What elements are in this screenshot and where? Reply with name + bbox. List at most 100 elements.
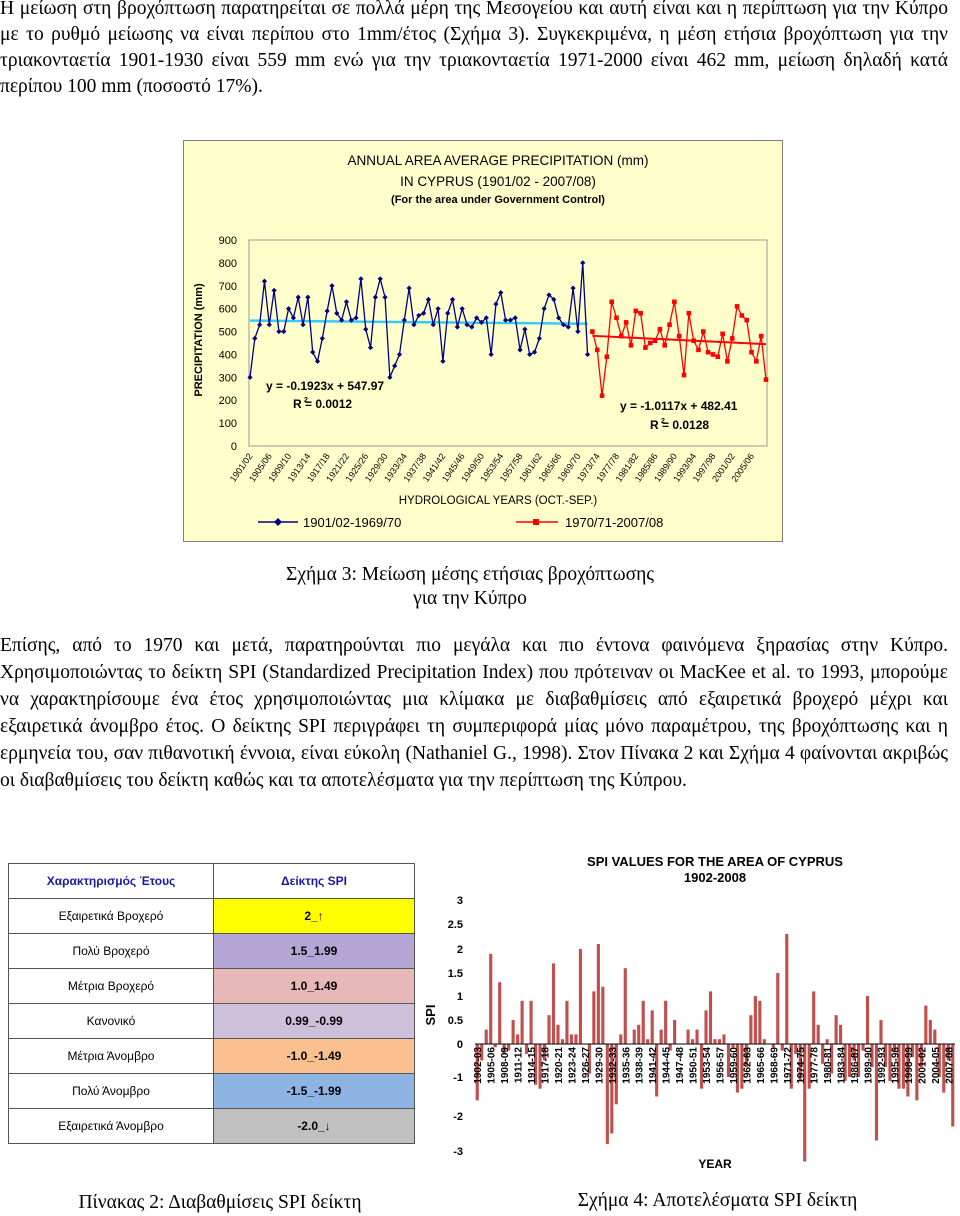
spi-bar xyxy=(659,1029,663,1044)
spi-bar xyxy=(538,1044,542,1089)
spi-bar xyxy=(511,1020,515,1044)
data-point xyxy=(705,349,711,355)
data-point xyxy=(556,315,562,321)
data-point xyxy=(657,326,663,332)
spi-x-tick-label: 1947-48 xyxy=(675,1047,686,1084)
spi-bar xyxy=(565,1000,569,1044)
data-point xyxy=(454,324,460,330)
spi-y-tick-label: 3 xyxy=(457,895,463,907)
data-point xyxy=(421,310,427,316)
spi-bar xyxy=(623,968,627,1044)
data-point xyxy=(609,299,614,305)
spi-x-tick-label: 1962-63 xyxy=(742,1047,753,1084)
spi-bar xyxy=(870,1044,874,1068)
plot-area xyxy=(248,239,768,447)
spi-bar xyxy=(691,1039,695,1044)
data-point xyxy=(614,315,619,321)
series-1970-2008 xyxy=(590,299,769,398)
spi-class-label: Εξαιρετικά Άνομβρο xyxy=(8,1108,214,1144)
spi-bar xyxy=(830,1044,834,1074)
spi-bar xyxy=(906,1044,910,1097)
spi-bar xyxy=(901,1044,905,1089)
trend2-r2: R = 0.0128 xyxy=(650,418,709,432)
data-point xyxy=(387,374,393,380)
spi-bar xyxy=(520,1000,524,1044)
data-point xyxy=(594,347,600,353)
data-point xyxy=(488,351,494,358)
spi-bar xyxy=(614,1044,618,1105)
spi-bar xyxy=(560,1039,565,1044)
spi-bar xyxy=(708,991,713,1044)
data-point xyxy=(720,331,725,337)
spi-x-tick-label: 1980-81 xyxy=(823,1047,834,1084)
spi-x-tick-label: 1941-42 xyxy=(648,1047,659,1084)
spi-x-tick-label: 1926-27 xyxy=(581,1047,592,1084)
spi-x-tick-label: 2001-02 xyxy=(917,1047,928,1084)
spi-bar xyxy=(556,1024,560,1044)
spi-class-label: Πολύ Άνομβρο xyxy=(8,1073,214,1109)
data-point xyxy=(536,335,542,342)
data-point xyxy=(546,292,552,298)
spi-bar xyxy=(789,1044,793,1089)
trend2-r2-sup: 2 xyxy=(661,418,665,425)
spi-bar xyxy=(942,1044,946,1093)
spi-bar xyxy=(785,934,789,1044)
spi-y-axis-label: SPI xyxy=(425,1005,438,1026)
spi-x-tick-label: 1968-69 xyxy=(769,1047,780,1084)
spi-x-tick-label: 1938-39 xyxy=(635,1047,646,1084)
legend-label-2: 1970/71-2007/08 xyxy=(565,515,663,530)
spi-bar xyxy=(596,944,600,1044)
spi-x-tick-label: 1992-93 xyxy=(877,1047,888,1084)
data-point xyxy=(628,342,634,348)
data-point xyxy=(619,333,624,339)
spi-range: 1.0_1.49 xyxy=(213,968,415,1004)
spi-bar xyxy=(951,1044,955,1127)
spi-bar xyxy=(798,1044,802,1081)
spi-x-tick-label: 1965-66 xyxy=(756,1047,767,1084)
y-tick-label: 600 xyxy=(219,304,237,316)
spi-bar xyxy=(704,1010,708,1044)
data-point xyxy=(565,324,571,330)
data-point xyxy=(643,345,648,350)
spi-bar xyxy=(713,1039,717,1044)
spi-x-tick-label: 1902-03 xyxy=(473,1047,484,1084)
spi-bar xyxy=(780,1044,784,1051)
fig3-caption-1: Σχήμα 3: Μείωση μέσης ετήσιας βροχόπτωση… xyxy=(285,564,655,585)
data-point xyxy=(517,347,523,353)
spi-bar xyxy=(807,1044,811,1089)
spi-x-tick-label: 1923-24 xyxy=(567,1047,578,1084)
data-point xyxy=(507,317,514,323)
y-tick-label: 400 xyxy=(219,349,237,361)
spi-bar xyxy=(619,1034,623,1044)
spi-bar xyxy=(888,1044,892,1081)
spi-bar xyxy=(533,1044,538,1085)
spi-bar xyxy=(910,1044,914,1058)
spi-chart: SPI VALUES FOR THE AREA OF CYPRUS 1902-2… xyxy=(425,854,955,1171)
spi-bar xyxy=(731,1044,735,1048)
spi-bar xyxy=(883,1044,888,1068)
data-point xyxy=(686,310,692,316)
table-row: Μέτρια Βροχερό 1.0_1.49 xyxy=(8,968,415,1004)
legend-marker-2 xyxy=(533,519,539,525)
spi-range: 2_↑ xyxy=(213,898,415,934)
data-point xyxy=(358,276,364,282)
spi-bar xyxy=(915,1044,919,1101)
spi-x-tick-label: 1959-60 xyxy=(729,1047,740,1084)
data-point xyxy=(295,294,301,300)
spi-bar xyxy=(529,1000,533,1044)
data-point xyxy=(372,294,378,300)
spi-title-2: 1902-2008 xyxy=(684,870,746,885)
header-index: Δείκτης SPI xyxy=(213,863,415,899)
data-point xyxy=(647,340,653,346)
spi-title-1: SPI VALUES FOR THE AREA OF CYPRUS xyxy=(587,854,843,869)
spi-bar xyxy=(937,1044,941,1077)
data-point xyxy=(310,349,316,355)
trendline-1 xyxy=(249,319,588,325)
spi-y-tick-label: 0 xyxy=(457,1039,463,1051)
data-point xyxy=(305,294,311,300)
spi-bar xyxy=(740,1044,744,1089)
spi-bar xyxy=(650,1010,654,1044)
chart-title-2: IN CYPRUS (1901/02 - 2007/08) xyxy=(400,174,596,189)
data-point xyxy=(676,333,682,339)
table-row: Εξαιρετικά Βροχερό 2_↑ xyxy=(8,898,415,934)
